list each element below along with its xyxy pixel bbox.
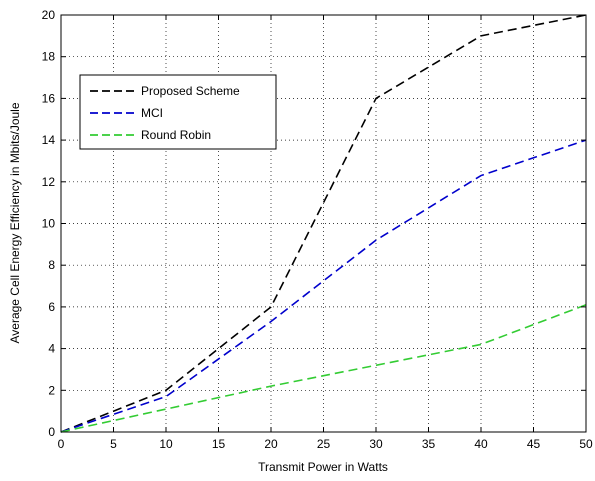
y-tick-label: 20 bbox=[42, 8, 56, 22]
y-tick-label: 4 bbox=[48, 342, 55, 356]
y-tick-label: 6 bbox=[48, 300, 55, 314]
y-tick-label: 0 bbox=[48, 425, 55, 439]
series-line-proposed-scheme bbox=[60, 14, 587, 433]
x-tick-label: 30 bbox=[369, 437, 383, 451]
grid bbox=[61, 15, 586, 432]
y-tick-label: 14 bbox=[42, 133, 56, 147]
legend-label-round-robin: Round Robin bbox=[141, 128, 211, 142]
x-tick-label: 0 bbox=[58, 437, 65, 451]
y-axis-label: Average Cell Energy Efficiency in Mbits/… bbox=[8, 102, 22, 343]
y-tick-label: 16 bbox=[42, 91, 56, 105]
x-tick-label: 25 bbox=[317, 437, 331, 451]
x-tick-label: 5 bbox=[110, 437, 117, 451]
x-tick-label: 35 bbox=[422, 437, 436, 451]
x-axis-label: Transmit Power in Watts bbox=[258, 460, 388, 474]
legend-box bbox=[79, 74, 277, 150]
axis-ticks: 0 5 10 15 20 25 30 35 40 45 50 0 2 4 6 8 10 12 14 16 18 20 bbox=[42, 8, 593, 451]
x-tick-label: 10 bbox=[159, 437, 173, 451]
x-tick-label: 45 bbox=[527, 437, 541, 451]
x-tick-label: 15 bbox=[212, 437, 226, 451]
series-line-mci bbox=[60, 139, 587, 433]
x-tick-label: 50 bbox=[579, 437, 593, 451]
y-tick-label: 2 bbox=[48, 383, 55, 397]
x-tick-label: 40 bbox=[474, 437, 488, 451]
y-tick-label: 12 bbox=[42, 175, 56, 189]
legend: Proposed Scheme MCI Round Robin bbox=[79, 74, 277, 150]
y-tick-label: 18 bbox=[42, 50, 56, 64]
x-tick-label: 20 bbox=[264, 437, 278, 451]
legend-label-proposed-scheme: Proposed Scheme bbox=[141, 84, 240, 98]
series-lines bbox=[60, 14, 587, 433]
y-tick-label: 8 bbox=[48, 258, 55, 272]
series-line-round-robin bbox=[60, 304, 587, 433]
y-tick-label: 10 bbox=[42, 217, 56, 231]
legend-label-mci: MCI bbox=[141, 106, 163, 120]
